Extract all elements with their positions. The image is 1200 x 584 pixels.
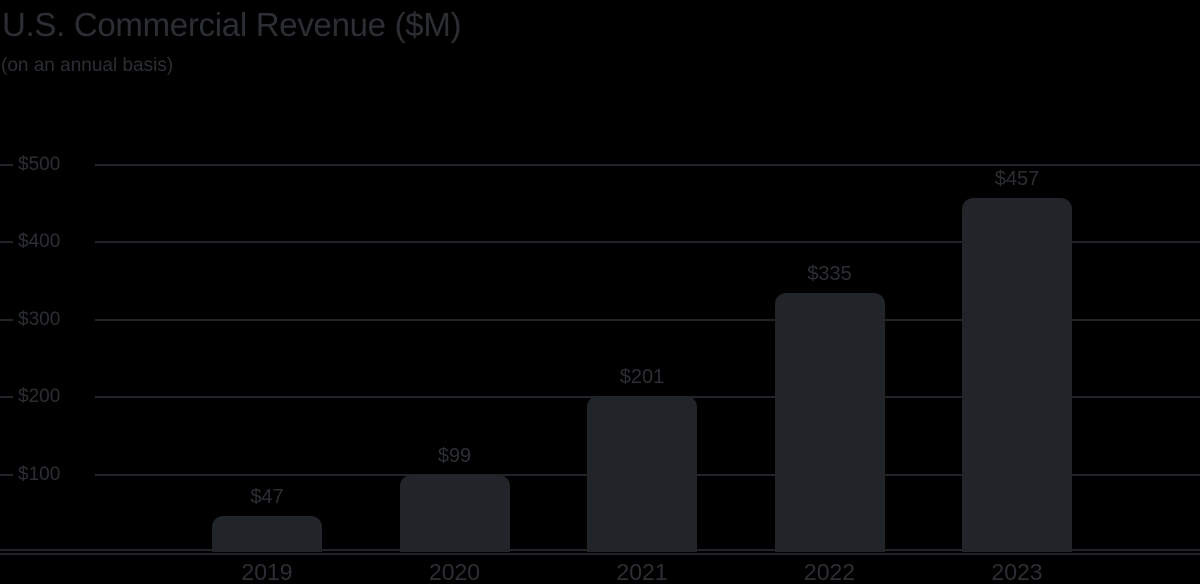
y-axis-tick (0, 474, 13, 476)
y-axis-label: $200 (18, 386, 61, 407)
bar-value-label: $335 (807, 263, 852, 285)
bar-value-label: $99 (437, 445, 472, 467)
x-axis-label: 2019 (241, 559, 293, 584)
y-gridline (95, 164, 1200, 166)
y-axis-label: $500 (18, 154, 61, 175)
x-axis-label: 2021 (616, 559, 668, 584)
bar-2021 (587, 396, 697, 552)
x-axis-label: 2022 (803, 559, 856, 584)
y-axis-label: $400 (18, 231, 61, 252)
bar-value-label: $201 (619, 366, 665, 388)
y-axis-tick (0, 396, 13, 398)
y-gridline (95, 319, 1200, 321)
x-axis-label: 2023 (991, 559, 1043, 584)
bar-value-label: $457 (994, 168, 1040, 190)
chart-subtitle: (on an annual basis) (1, 55, 174, 76)
y-axis-label: $100 (18, 464, 61, 485)
y-gridline (95, 241, 1200, 243)
chart-title: U.S. Commercial Revenue ($M) (2, 6, 462, 43)
bar-2020 (399, 475, 510, 552)
bar-2019 (212, 516, 322, 552)
y-axis-label: $300 (18, 309, 61, 330)
y-axis-tick (0, 319, 13, 321)
y-axis-tick (0, 164, 13, 166)
x-axis-label: 2020 (428, 559, 481, 584)
y-axis-tick (0, 241, 13, 243)
bar-2022 (774, 293, 885, 552)
x-axis-line (0, 549, 1200, 555)
bar-2023 (962, 198, 1072, 552)
bar-value-label: $47 (250, 486, 284, 508)
